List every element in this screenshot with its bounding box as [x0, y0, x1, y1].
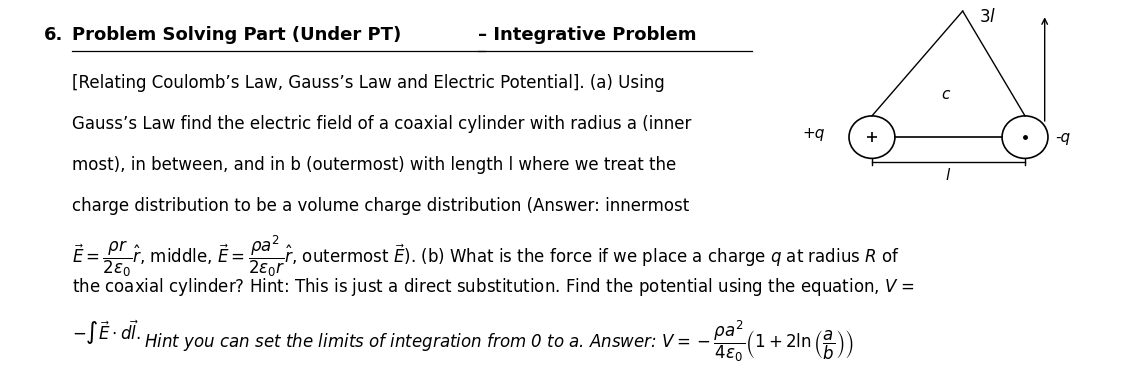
Text: -q: -q: [1055, 130, 1071, 145]
Text: Hint you can set the limits of integration from 0 to a. Answer: $V = -\dfrac{\rh: Hint you can set the limits of integrati…: [140, 318, 854, 364]
Text: $l$: $l$: [945, 167, 952, 183]
Text: 3$l$: 3$l$: [979, 8, 997, 26]
Text: c: c: [940, 87, 950, 102]
Text: Gauss’s Law find the electric field of a coaxial cylinder with radius a (inner: Gauss’s Law find the electric field of a…: [72, 115, 691, 133]
Text: the coaxial cylinder? Hint: This is just a direct substitution. Find the potenti: the coaxial cylinder? Hint: This is just…: [72, 276, 915, 299]
Text: +q: +q: [802, 126, 825, 141]
Text: – Integrative Problem: – Integrative Problem: [478, 26, 696, 44]
Text: [Relating Coulomb’s Law, Gauss’s Law and Electric Potential]. (a) Using: [Relating Coulomb’s Law, Gauss’s Law and…: [72, 74, 665, 92]
Text: 6.: 6.: [44, 26, 64, 44]
Text: most), in between, and in b (outermost) with length l where we treat the: most), in between, and in b (outermost) …: [72, 156, 676, 174]
Text: charge distribution to be a volume charge distribution (Answer: innermost: charge distribution to be a volume charg…: [72, 197, 688, 214]
Text: $-\int \vec{E} \cdot d\vec{l}$.: $-\int \vec{E} \cdot d\vec{l}$.: [72, 318, 141, 347]
Text: $\vec{E} = \dfrac{\rho r}{2\epsilon_0}\hat{r}$, middle, $\vec{E} = \dfrac{\rho a: $\vec{E} = \dfrac{\rho r}{2\epsilon_0}\h…: [72, 233, 900, 279]
Text: Problem Solving Part (Under PT): Problem Solving Part (Under PT): [72, 26, 400, 44]
